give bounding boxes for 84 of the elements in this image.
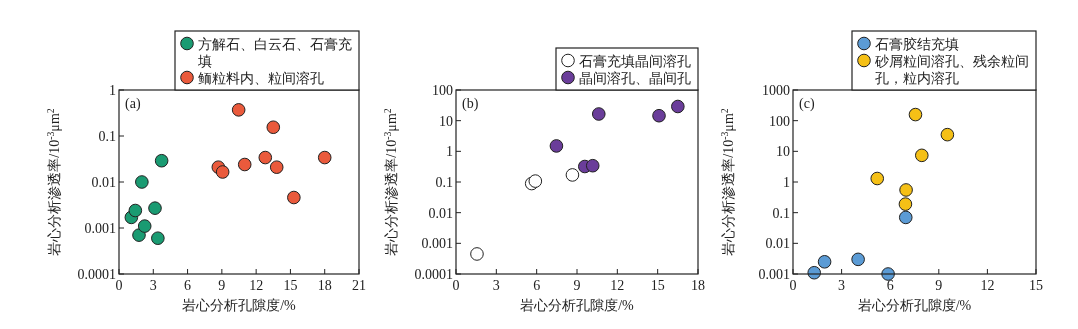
point — [817, 255, 832, 269]
y-tick-label: 0.01 — [428, 205, 453, 221]
point — [258, 150, 273, 165]
x-tick-label: 6 — [886, 278, 894, 293]
x-tick-label: 6 — [533, 278, 541, 293]
x-tick-label: 12 — [249, 278, 264, 293]
x-tick-label: 3 — [149, 278, 157, 293]
legend-label: 石膏充填晶间溶孔 — [579, 53, 691, 69]
legend-label: 鲕粒料内、粒间溶孔 — [198, 70, 324, 86]
point — [870, 171, 885, 186]
point — [266, 120, 281, 135]
point — [148, 201, 162, 215]
point — [549, 139, 564, 153]
annotation: (a) — [125, 96, 141, 112]
x-tick-label: 9 — [218, 278, 226, 293]
point — [215, 165, 230, 179]
y-tick-label: 0.0001 — [414, 267, 453, 282]
x-tick-label: 12 — [980, 278, 995, 293]
point — [470, 247, 484, 261]
y-tick-label: 0.1 — [98, 129, 116, 144]
point — [317, 150, 332, 165]
y-tick-label: 0.001 — [758, 267, 790, 282]
y-tick-label: 0.01 — [91, 175, 116, 190]
x-tick-label: 3 — [492, 278, 500, 293]
y-tick-label: 100 — [769, 113, 790, 129]
point — [671, 99, 685, 114]
y-tick-label: 0.0001 — [77, 267, 116, 282]
legend-label: 砂屑粒间溶孔、残余粒间孔，粒内溶孔 — [874, 53, 1029, 86]
point — [135, 175, 149, 189]
y-tick-label: 100 — [432, 83, 453, 98]
point — [898, 210, 913, 225]
point — [591, 107, 606, 121]
point — [652, 108, 666, 123]
point — [585, 158, 600, 173]
point — [899, 183, 913, 197]
x-tick-label: 9 — [573, 278, 581, 293]
y-tick-label: 10 — [776, 144, 790, 160]
y-tick-label: 0.001 — [421, 236, 453, 252]
y-tick-label: 0.01 — [765, 236, 790, 252]
x-tick-label: 15 — [650, 278, 665, 293]
annotation: (b) — [462, 96, 479, 112]
x-tick-label: 0 — [789, 278, 797, 293]
y-tick-label: 1 — [109, 83, 116, 98]
point — [231, 103, 246, 117]
y-tick-label: 1000 — [762, 83, 790, 98]
x-axis-title: 岩心分析孔隙度/% — [520, 298, 635, 313]
legend-label: 石膏胶结充填 — [875, 36, 959, 52]
y-tick-label: 10 — [439, 113, 453, 129]
y-tick-label: 0.1 — [772, 205, 790, 221]
x-tick-label: 21 — [352, 278, 366, 293]
x-tick-label: 18 — [691, 278, 705, 293]
x-tick-label: 3 — [838, 278, 846, 293]
x-tick-label: 0 — [115, 278, 123, 293]
x-axis-title: 岩心分析孔隙度/% — [857, 298, 972, 313]
point — [914, 148, 929, 163]
point — [565, 168, 580, 182]
point — [128, 203, 143, 218]
y-tick-label: 1 — [446, 144, 453, 160]
y-tick-label: 0.001 — [84, 221, 116, 236]
x-tick-label: 9 — [935, 278, 943, 293]
y-tick-label: 1 — [783, 175, 790, 190]
x-tick-label: 6 — [184, 278, 192, 293]
point — [237, 157, 252, 172]
point — [132, 228, 146, 242]
point — [898, 197, 913, 211]
point — [528, 174, 543, 188]
point — [851, 252, 865, 267]
point — [269, 160, 284, 174]
legend-label: 晶间溶孔、晶间孔 — [579, 70, 691, 86]
point — [287, 190, 301, 205]
x-tick-label: 0 — [452, 278, 460, 293]
x-tick-label: 12 — [610, 278, 625, 293]
point — [137, 219, 152, 233]
x-tick-label: 18 — [317, 278, 332, 293]
legend-label: 方解石、白云石、石膏充填 — [197, 36, 352, 69]
y-tick-label: 0.1 — [435, 175, 453, 190]
x-tick-label: 15 — [283, 278, 298, 293]
point — [151, 231, 165, 246]
x-tick-label: 15 — [1029, 278, 1043, 293]
point — [154, 153, 169, 168]
annotation: (c) — [799, 96, 815, 112]
x-axis-title: 岩心分析孔隙度/% — [182, 298, 297, 313]
point — [940, 127, 955, 142]
point — [908, 107, 923, 122]
